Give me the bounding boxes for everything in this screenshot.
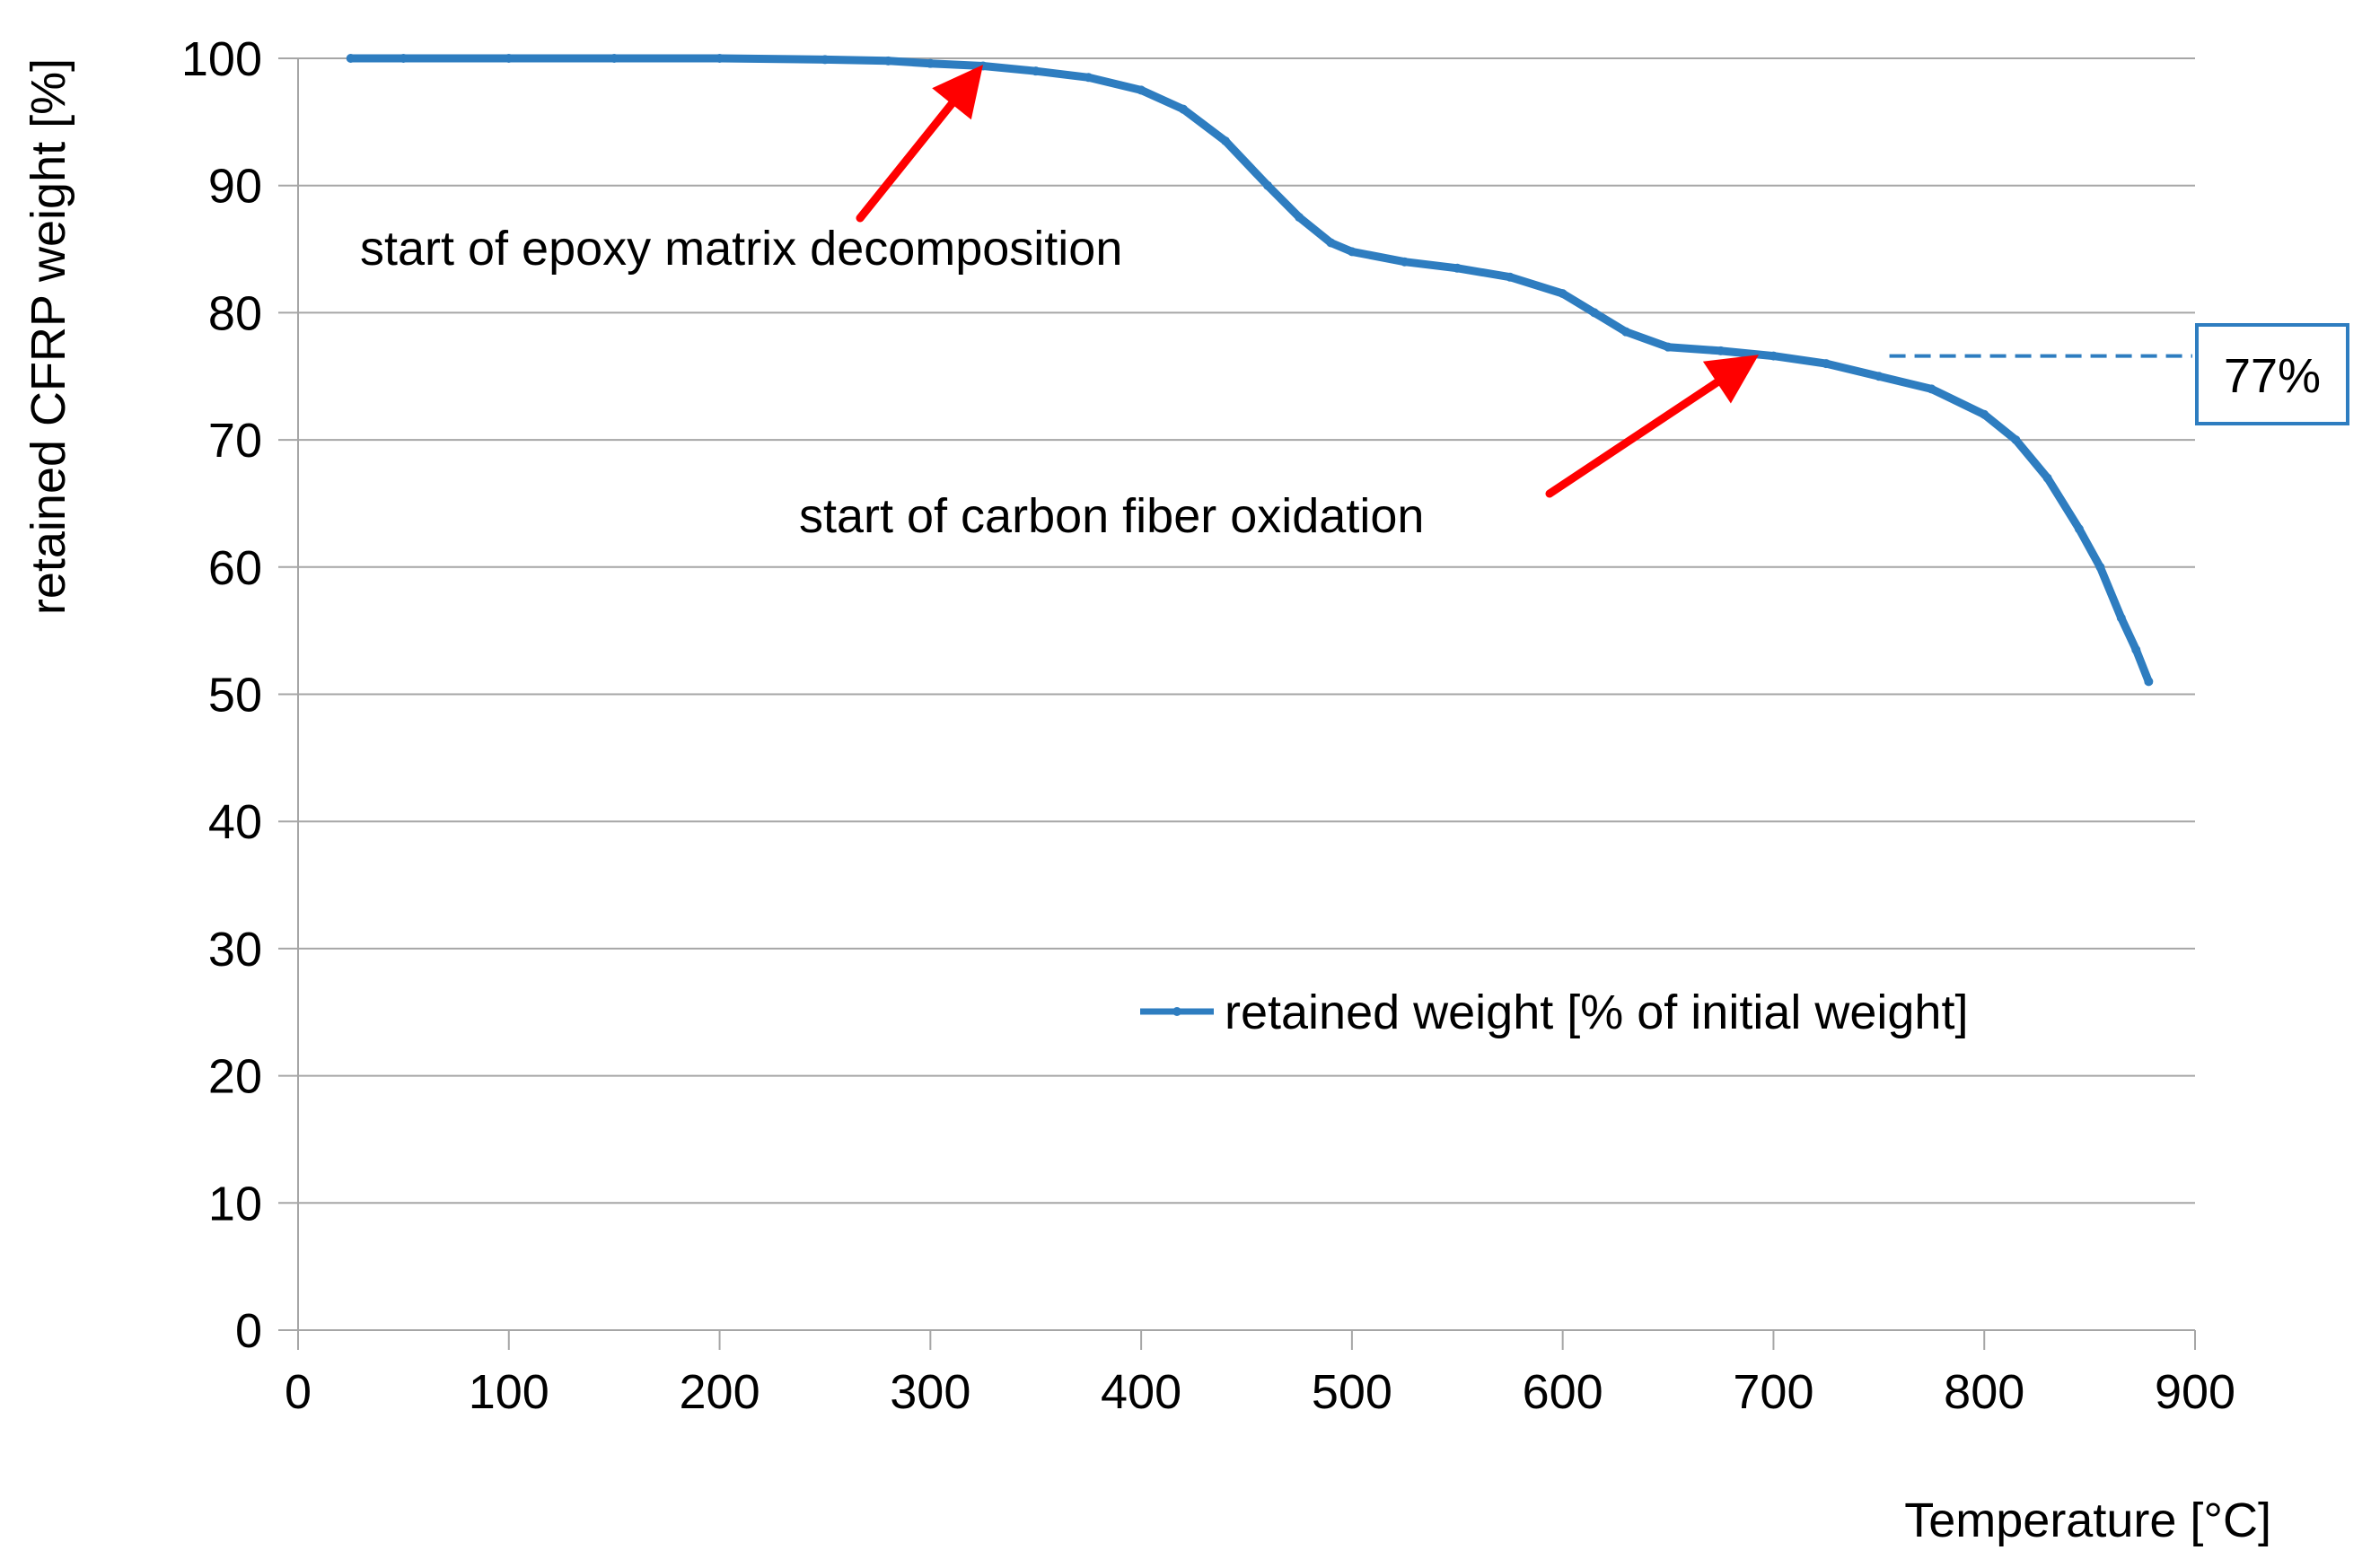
reference-value-box [2195, 323, 2349, 425]
y-tick-label-30: 30 [208, 923, 262, 977]
annotations [856, 65, 2192, 498]
annotation-arrow-head-1 [1702, 355, 1759, 404]
x-tick-label-500: 500 [1312, 1365, 1392, 1419]
data-point [715, 54, 724, 63]
y-tick-label-70: 70 [208, 414, 262, 468]
data-point [820, 55, 830, 65]
y-tick-label-100: 100 [181, 32, 262, 86]
x-tick-label-900: 900 [2155, 1365, 2235, 1419]
series-line-0 [347, 54, 2153, 686]
data-point [1262, 180, 1272, 190]
data-point [2095, 562, 2105, 572]
data-point [1621, 327, 1631, 337]
data-point [2074, 524, 2084, 534]
data-point [2144, 677, 2154, 687]
data-point [1980, 409, 1989, 419]
data-point [1400, 257, 1409, 267]
data-point [2131, 644, 2141, 654]
x-tick-label-400: 400 [1101, 1365, 1181, 1419]
series [346, 54, 2154, 687]
data-point [883, 56, 893, 66]
gridlines [298, 57, 2195, 1204]
x-tick-label-300: 300 [890, 1365, 970, 1419]
data-point [1031, 66, 1041, 76]
x-tick-label-800: 800 [1944, 1365, 2024, 1419]
data-point [1221, 136, 1231, 146]
data-point [1295, 213, 1304, 223]
data-point [399, 54, 408, 63]
data-point [2042, 473, 2052, 483]
data-point [1505, 272, 1515, 282]
data-point [1927, 384, 1936, 394]
data-point [1084, 73, 1093, 83]
data-point [1326, 238, 1336, 248]
x-tick-label-600: 600 [1523, 1365, 1603, 1419]
data-point [1822, 359, 1831, 369]
data-point [926, 58, 935, 68]
data-point [504, 54, 514, 63]
y-tick-label-80: 80 [208, 286, 262, 340]
y-axis-title: retained CFRP weight [%] [22, 58, 75, 615]
y-tick-label-90: 90 [208, 160, 262, 214]
y-tick-label-50: 50 [208, 669, 262, 723]
x-axis-title: Temperature [°C] [1904, 1494, 2271, 1547]
y-tick-label-60: 60 [208, 541, 262, 595]
y-tick-label-40: 40 [208, 795, 262, 849]
annotation-carbon-text: start of carbon fiber oxidation [799, 489, 1424, 543]
data-point [1558, 289, 1567, 299]
data-point [1179, 104, 1189, 114]
data-point [2116, 613, 2126, 623]
tick-labels: 0 10 20 30 40 50 60 70 80 90 100 0 100 200 300 400 500 60… [181, 32, 2235, 1419]
data-point [346, 54, 356, 63]
annotation-arrow-shaft-0 [856, 100, 956, 223]
annotation-epoxy-text: start of epoxy matrix decomposition [360, 222, 1122, 276]
x-tick-label-100: 100 [469, 1365, 549, 1419]
y-tick-label-10: 10 [208, 1177, 262, 1231]
annotation-arrow-head-0 [932, 65, 983, 120]
x-tick-label-200: 200 [680, 1365, 760, 1419]
legend-label: retained weight [% of initial weight] [1225, 985, 1968, 1039]
data-point [1874, 372, 1884, 381]
data-point [1453, 263, 1462, 273]
y-tick-label-0: 0 [235, 1304, 262, 1358]
data-point [1589, 308, 1599, 318]
legend: retained weight [% of initial weight] [1140, 985, 1968, 1039]
data-point [1716, 346, 1726, 355]
x-tick-label-700: 700 [1733, 1365, 1813, 1419]
data-point [1347, 247, 1357, 257]
data-point [610, 54, 619, 63]
data-point [1769, 351, 1778, 361]
axes [278, 57, 2196, 1350]
data-point [1664, 342, 1673, 352]
x-tick-label-0: 0 [285, 1365, 312, 1419]
reference-value-label: 77% [2224, 349, 2321, 403]
data-point [2011, 435, 2021, 445]
legend-swatch-marker [1172, 1007, 1181, 1016]
annotation-arrow-shaft-1 [1545, 378, 1721, 498]
data-point [1137, 85, 1146, 95]
y-tick-label-20: 20 [208, 1050, 262, 1104]
